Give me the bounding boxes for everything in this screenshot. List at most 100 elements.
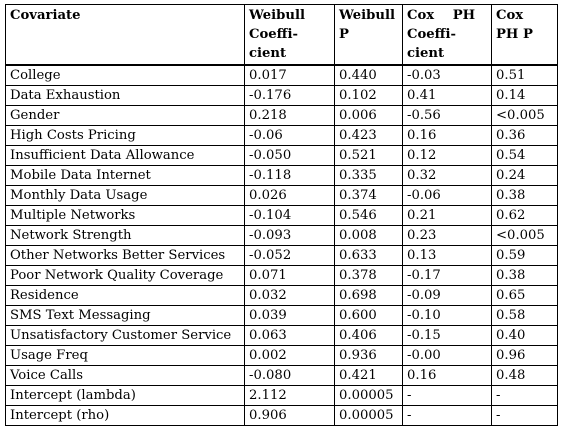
table-header-row: Covariate Weibull Coeffi- cient Weibull … [5,4,558,66]
header-weibull-p: Weibull P [334,4,403,66]
cell-weibull-coefficient: 0.039 [244,305,335,326]
cell-cox-p: <0.005 [491,225,558,246]
cell-covariate: Unsatisfactory Customer Service [5,325,245,346]
cell-cox-coefficient: -0.15 [402,325,492,346]
cell-cox-p: 0.51 [491,64,558,86]
header-cox-coefficient-line-3: cient [407,46,445,61]
cell-covariate: Other Networks Better Services [5,245,245,266]
cell-covariate: SMS Text Messaging [5,305,245,326]
table-row: Usage Freq 0.002 0.936 -0.00 0.96 [5,345,558,366]
cell-weibull-coefficient: -0.093 [244,225,335,246]
table-row: Other Networks Better Services -0.052 0.63… [5,245,558,266]
table-row: Insufficient Data Allowance -0.050 0.521 0.… [5,145,558,166]
cell-weibull-coefficient: 0.017 [244,64,335,86]
cell-covariate: Gender [5,105,245,126]
header-cox-p-line-1: Cox [496,8,524,23]
cell-cox-coefficient: 0.21 [402,205,492,226]
table-row: Residence 0.032 0.698 -0.09 0.65 [5,285,558,306]
cell-weibull-p: 0.006 [334,105,403,126]
cell-covariate: Residence [5,285,245,306]
cell-weibull-coefficient: 0.032 [244,285,335,306]
header-weibull-coefficient: Weibull Coeffi- cient [244,4,335,66]
table-row: High Costs Pricing -0.06 0.423 0.16 0.36 [5,125,558,146]
header-cox-coefficient-line-2: Coeffi- [407,27,456,42]
cell-covariate: Mobile Data Internet [5,165,245,186]
cell-cox-coefficient: 0.32 [402,165,492,186]
table-row: Voice Calls -0.080 0.421 0.16 0.48 [5,365,558,386]
cell-cox-coefficient: -0.09 [402,285,492,306]
cell-cox-coefficient: 0.12 [402,145,492,166]
cell-cox-coefficient: -0.56 [402,105,492,126]
cell-covariate: Usage Freq [5,345,245,366]
cell-cox-coefficient: -0.03 [402,64,492,86]
table-row: Unsatisfactory Customer Service 0.063 0.40… [5,325,558,346]
cell-cox-coefficient: 0.13 [402,245,492,266]
cell-weibull-coefficient: 2.112 [244,385,335,406]
cell-covariate: Voice Calls [5,365,245,386]
cell-covariate: Poor Network Quality Coverage [5,265,245,286]
table-row: Intercept (rho) 0.906 0.00005- - [5,405,558,426]
cell-weibull-coefficient: -0.052 [244,245,335,266]
cell-weibull-p: 0.374 [334,185,403,206]
cell-cox-coefficient: 0.16 [402,365,492,386]
cell-covariate: Insufficient Data Allowance [5,145,245,166]
cell-weibull-coefficient: -0.06 [244,125,335,146]
cell-cox-coefficient: -0.10 [402,305,492,326]
results-table-container: Covariate Weibull Coeffi- cient Weibull … [5,4,558,426]
cell-cox-p: 0.59 [491,245,558,266]
cell-weibull-p: 0.600 [334,305,403,326]
cell-weibull-p: 0.423 [334,125,403,146]
cell-weibull-coefficient: 0.063 [244,325,335,346]
cell-weibull-p: 0.421 [334,365,403,386]
table-row: Poor Network Quality Coverage 0.071 0.378-… [5,265,558,286]
cell-weibull-p: 0.00005 [334,405,403,426]
cell-weibull-p: 0.102 [334,85,403,106]
cell-weibull-p: 0.378 [334,265,403,286]
cell-covariate: Intercept (rho) [5,405,245,426]
cell-weibull-p: 0.521 [334,145,403,166]
header-cox-coefficient: Cox PH Coeffi- cient [402,4,492,66]
cell-cox-p: 0.54 [491,145,558,166]
cell-weibull-p: 0.633 [334,245,403,266]
cell-cox-p: <0.005 [491,105,558,126]
table-row: College 0.017 0.440 -0.03 0.51 [5,64,558,86]
cell-weibull-p: 0.698 [334,285,403,306]
cell-weibull-coefficient: -0.104 [244,205,335,226]
cell-cox-coefficient: 0.16 [402,125,492,146]
cell-weibull-coefficient: 0.218 [244,105,335,126]
cell-weibull-coefficient: 0.002 [244,345,335,366]
cell-cox-coefficient: - [402,385,492,406]
header-weibull-coefficient-line-2: Coeffi- [249,27,298,42]
cell-cox-coefficient: - [402,405,492,426]
cell-cox-p: 0.36 [491,125,558,146]
cell-cox-p: 0.48 [491,365,558,386]
cell-weibull-p: 0.546 [334,205,403,226]
header-cox-coefficient-line-1: Cox PH [407,6,487,25]
cell-cox-p: 0.65 [491,285,558,306]
cell-cox-p: 0.62 [491,205,558,226]
cell-covariate: Intercept (lambda) [5,385,245,406]
table-row: Data Exhaustion -0.176 0.102 0.41 0.14 [5,85,558,106]
cell-cox-coefficient: 0.41 [402,85,492,106]
cell-cox-p: 0.24 [491,165,558,186]
survival-model-coefficients-table: Covariate Weibull Coeffi- cient Weibull … [5,4,558,426]
cell-weibull-coefficient: -0.080 [244,365,335,386]
header-covariate: Covariate [5,4,245,66]
cell-cox-p: - [491,405,558,426]
table-row: Monthly Data Usage 0.026 0.374 -0.06 0.38 [5,185,558,206]
cell-covariate: High Costs Pricing [5,125,245,146]
header-cox-p: Cox PH P [491,4,558,66]
cell-cox-p: - [491,385,558,406]
cell-cox-coefficient: -0.00 [402,345,492,366]
table-row: Gender 0.218 0.006 -0.56 <0.005 [5,105,558,126]
cell-covariate: Multiple Networks [5,205,245,226]
table-body: College 0.017 0.440 -0.03 0.51 Data Exhaustio… [5,64,558,426]
cell-weibull-coefficient: 0.071 [244,265,335,286]
cell-covariate: Monthly Data Usage [5,185,245,206]
table-row: Mobile Data Internet -0.118 0.335 0.32 0.24 [5,165,558,186]
cell-weibull-p: 0.936 [334,345,403,366]
table-row: Network Strength -0.093 0.008 0.23 <0.005 [5,225,558,246]
cell-weibull-p: 0.335 [334,165,403,186]
cell-weibull-coefficient: -0.118 [244,165,335,186]
cell-weibull-coefficient: 0.906 [244,405,335,426]
